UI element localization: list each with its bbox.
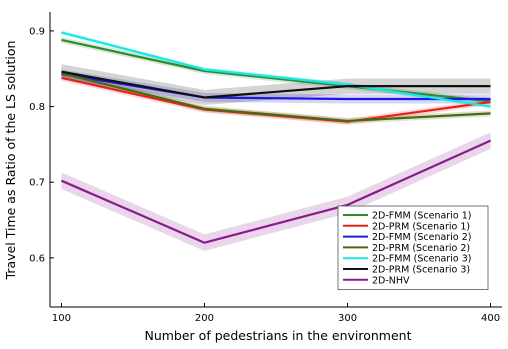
series-band [61, 64, 491, 106]
x-tick-label: 200 [195, 313, 214, 324]
series-band [61, 69, 491, 104]
series-line [61, 31, 491, 108]
y-tick-label: 0.7 [29, 178, 45, 189]
legend-label: 2D-FMM (Scenario 2) [372, 232, 471, 243]
legend-label: 2D-PRM (Scenario 3) [372, 265, 470, 276]
series-band [61, 36, 491, 105]
series-line [61, 72, 491, 101]
legend-label: 2D-FMM (Scenario 3) [372, 254, 471, 265]
x-axis-title: Number of pedestrians in the environment [144, 328, 411, 343]
x-tick-label: 100 [52, 313, 71, 324]
y-tick-label: 0.9 [29, 26, 45, 37]
series-line [61, 72, 491, 123]
x-tick-label: 300 [338, 313, 357, 324]
series-line [61, 139, 492, 244]
legend-label: 2D-FMM (Scenario 1) [372, 211, 471, 222]
y-axis-title: Travel Time as Ratio of the LS solution [3, 41, 18, 281]
axes: 100 200 300 400 0.6 0.7 0.8 0.9 [29, 12, 502, 324]
plot-area [61, 30, 492, 252]
y-tick-label: 0.6 [29, 253, 45, 264]
series-line [61, 38, 491, 103]
y-tick-label: 0.8 [29, 102, 45, 113]
legend-label: 2D-NHV [372, 275, 410, 286]
series-line [61, 70, 491, 99]
legend-label: 2D-PRM (Scenario 1) [372, 221, 470, 232]
series-band [61, 132, 491, 252]
legend-label: 2D-PRM (Scenario 2) [372, 243, 470, 254]
x-tick-label: 400 [481, 313, 500, 324]
legend: 2D-FMM (Scenario 1)2D-PRM (Scenario 1)2D… [337, 205, 489, 290]
